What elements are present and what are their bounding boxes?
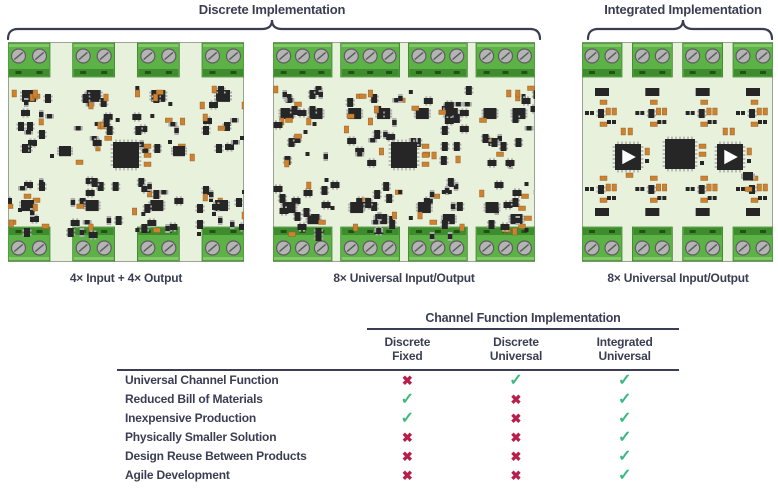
table-header-spacer — [117, 330, 353, 364]
column-header-fixed-0: Discrete Fixed — [384, 335, 431, 364]
cross-mark-icon: ✖ — [510, 410, 522, 426]
pcb-board-discrete-fixed — [8, 42, 244, 262]
cross-mark-icon: ✖ — [401, 429, 413, 445]
integrated-implementation-label: Integrated Implementation — [604, 2, 762, 17]
check-mark-icon: ✓ — [617, 390, 632, 408]
check-mark-icon: ✓ — [617, 447, 632, 465]
row-label: Reduced Bill of Materials — [125, 391, 263, 406]
cross-mark-icon: ✖ — [510, 448, 522, 464]
check-mark-icon: ✓ — [400, 409, 415, 427]
cross-mark-icon: ✖ — [401, 467, 413, 483]
terminal-blocks — [582, 42, 773, 262]
cross-mark-icon: ✖ — [510, 429, 522, 445]
check-mark-icon: ✓ — [617, 466, 632, 484]
row-label: Inexpensive Production — [125, 410, 256, 425]
board-caption-discrete-fixed: 4× Input + 4× Output — [69, 271, 183, 285]
cross-mark-icon: ✖ — [510, 391, 522, 407]
check-mark-icon: ✓ — [617, 371, 632, 389]
table-title: Channel Function Implementation — [367, 311, 679, 330]
check-mark-icon: ✓ — [617, 428, 632, 446]
pcb-board-integrated-universal — [582, 42, 773, 262]
cross-mark-icon: ✖ — [401, 448, 413, 464]
discrete-brace — [6, 19, 542, 41]
table-header-divider — [117, 368, 679, 371]
smd-components — [8, 85, 244, 240]
check-mark-icon: ✓ — [400, 390, 415, 408]
row-label: Agile Development — [125, 467, 230, 482]
check-mark-icon: ✓ — [617, 409, 632, 427]
terminal-blocks — [8, 42, 244, 262]
comparison-table: Channel Function Implementation Discrete… — [117, 311, 679, 485]
column-header-universal-1: Discrete Universal — [489, 335, 543, 364]
column-header-universal-2: Integrated Universal — [596, 335, 653, 364]
integrated-brace — [586, 19, 774, 41]
board-caption-discrete-universal: 8× Universal Input/Output — [333, 271, 475, 285]
row-label: Universal Channel Function — [125, 372, 279, 387]
discrete-implementation-label: Discrete Implementation — [198, 2, 346, 17]
smd-components — [273, 85, 535, 241]
check-mark-icon: ✓ — [509, 371, 523, 389]
row-label: Design Reuse Between Products — [125, 448, 307, 463]
cross-mark-icon: ✖ — [401, 372, 413, 388]
group-braces — [6, 19, 774, 41]
pcb-board-discrete-universal — [273, 42, 535, 262]
board-caption-integrated-universal: 8× Universal Input/Output — [607, 271, 749, 285]
terminal-blocks — [273, 42, 535, 262]
cross-mark-icon: ✖ — [510, 467, 522, 483]
row-label: Physically Smaller Solution — [125, 429, 277, 444]
smd-components — [585, 88, 768, 216]
